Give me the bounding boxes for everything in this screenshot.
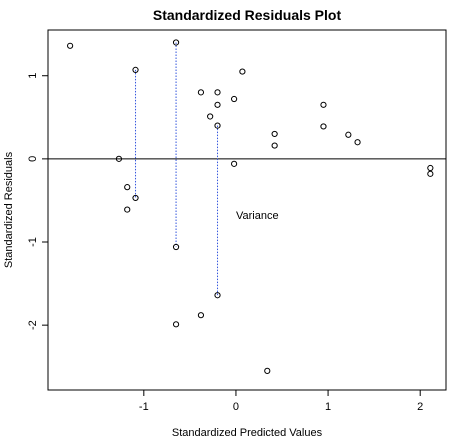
point [197,312,205,319]
point [124,184,131,191]
point [214,89,221,96]
point [320,123,327,130]
plot-box [47,29,447,391]
point [231,160,238,167]
point [354,139,361,146]
y-axis-label: Standardized Residuals [3,151,15,268]
point [214,101,221,108]
point [320,101,327,108]
point [271,130,278,138]
point [172,243,180,251]
point [214,292,221,299]
point [427,170,434,177]
point [264,367,271,374]
point [172,39,180,46]
point [239,68,246,75]
point [132,194,139,202]
point [172,321,180,328]
point [207,113,214,120]
y-tick-label: -1 [27,237,39,247]
point [67,42,74,49]
point [271,142,278,149]
point [231,95,238,103]
annotation: Variance [236,210,279,222]
x-tick-label: 2 [417,401,423,413]
chart-title: Standardized Residuals Plot [153,7,342,23]
point [345,131,352,138]
point [124,206,131,213]
point [132,66,139,74]
y-tick-label: 0 [27,156,39,162]
x-tick-label: 0 [233,401,239,413]
y-tick-label: 1 [27,73,39,79]
y-tick-label: -2 [27,320,39,330]
point [214,122,221,129]
point [115,155,123,162]
point [197,89,205,96]
x-tick-label: 1 [325,401,331,413]
x-axis-label: Standardized Predicted Values [172,427,323,439]
x-tick-label: -1 [139,401,149,413]
point [427,164,434,172]
